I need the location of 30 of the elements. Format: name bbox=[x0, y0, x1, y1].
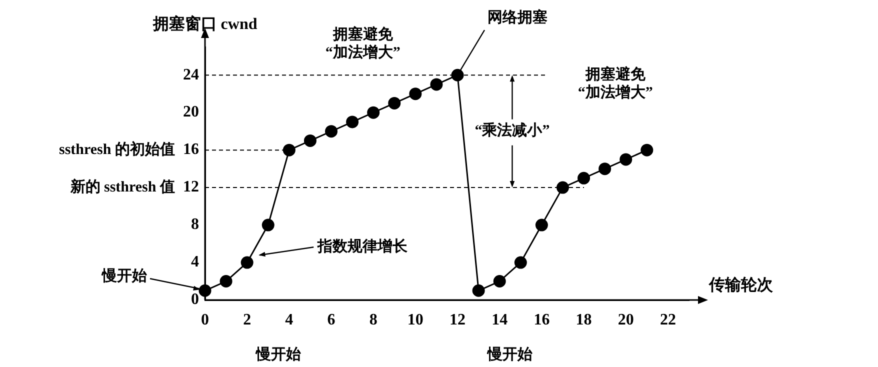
y-tick-label: 12 bbox=[183, 178, 199, 196]
x-axis-title: 传输轮次 bbox=[708, 276, 774, 294]
x-tick-label: 6 bbox=[327, 312, 336, 329]
ref-line-label: ssthresh 的初始值 bbox=[59, 140, 175, 158]
x-tick-label: 2 bbox=[243, 312, 252, 329]
y-tick-label: 4 bbox=[191, 254, 199, 271]
ref-line-label: 新的 ssthresh 值 bbox=[69, 177, 175, 196]
text: 慢开始 bbox=[486, 346, 534, 363]
y-tick-label: 20 bbox=[183, 104, 199, 121]
x-tick-label: 18 bbox=[576, 312, 592, 329]
annotation: 网络拥塞 bbox=[488, 8, 548, 26]
y-tick-label: 24 bbox=[183, 66, 199, 84]
x-tick-label: 16 bbox=[534, 312, 550, 329]
y-axis-title: 拥塞窗口 cwnd bbox=[152, 14, 258, 34]
annotation: 慢开始 bbox=[101, 268, 148, 285]
x-tick-label: 12 bbox=[450, 312, 466, 329]
annotation: 拥塞避免 “加法增大” bbox=[578, 64, 653, 101]
x-tick-label: 4 bbox=[285, 312, 294, 329]
y-tick-label: 0 bbox=[191, 291, 199, 308]
text: 慢开始 bbox=[255, 346, 302, 363]
x-tick-label: 22 bbox=[660, 312, 676, 329]
y-tick-label: 8 bbox=[191, 216, 199, 234]
x-tick-label: 14 bbox=[492, 312, 508, 329]
x-tick-label: 20 bbox=[618, 312, 634, 329]
annotation: “乘法减小” bbox=[474, 122, 550, 140]
x-tick-label: 10 bbox=[407, 312, 424, 329]
annotation: 拥塞避免 “加法增大” bbox=[325, 24, 400, 61]
annotation: 指数规律增长 bbox=[316, 238, 409, 256]
x-tick-label: 8 bbox=[369, 312, 378, 329]
y-tick-label: 16 bbox=[183, 141, 199, 158]
